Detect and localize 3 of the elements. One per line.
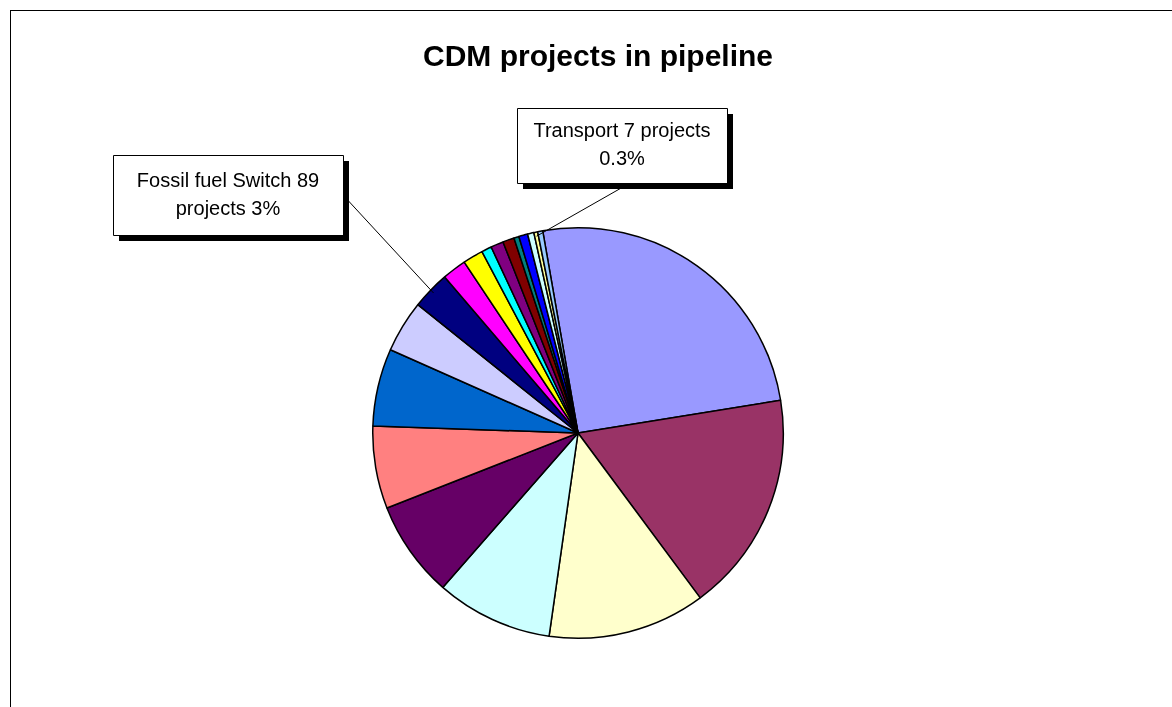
slice-label: Transport 7 projects 0.3% [533,119,711,170]
chart-title: CDM projects in pipeline [422,39,774,73]
slice-label: Fossil fuel Switch 89 projects 3% [136,168,320,219]
